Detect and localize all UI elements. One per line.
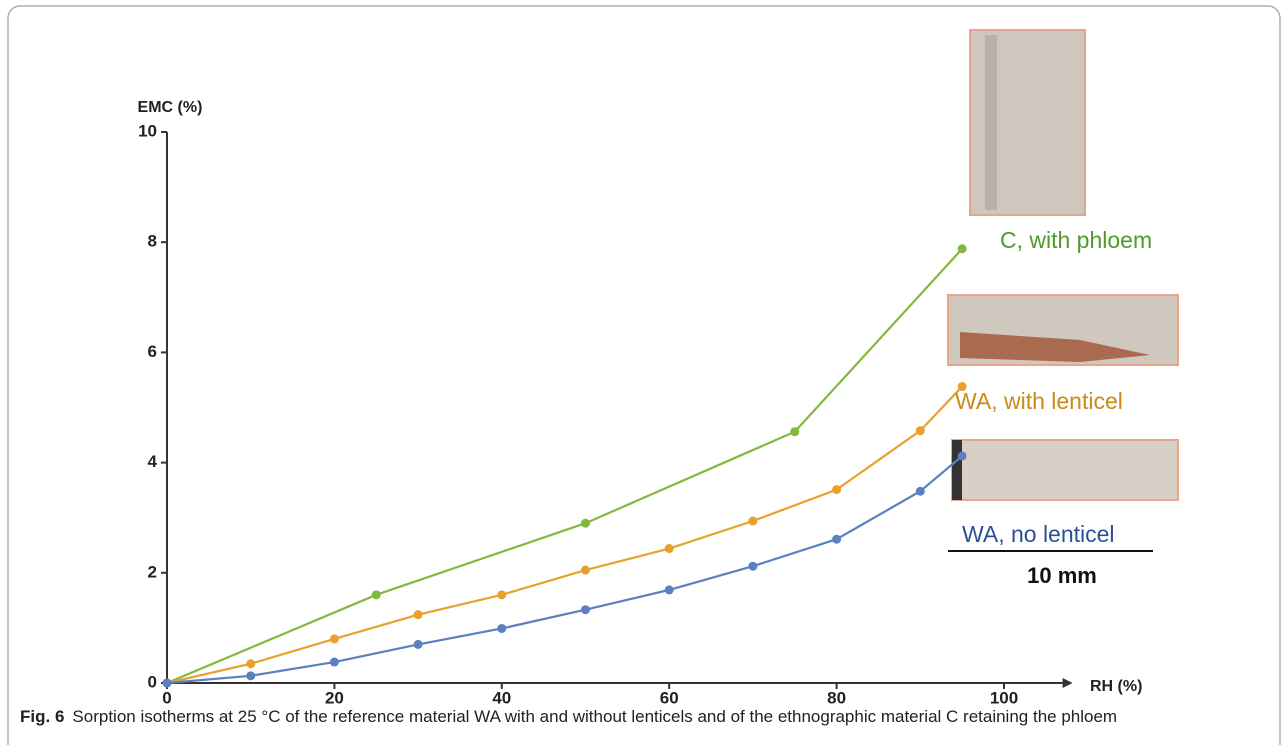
data-point: [329, 657, 339, 667]
data-point: [790, 427, 800, 437]
y-tick-label: 10: [138, 121, 157, 140]
x-axis-arrow: [1062, 678, 1073, 688]
series-label: WA, with lenticel: [955, 388, 1123, 414]
y-tick-label: 8: [148, 232, 157, 251]
data-point: [581, 518, 590, 528]
sample-photos: [947, 29, 1179, 552]
data-point: [581, 605, 590, 615]
caption-label: Fig. 6: [20, 707, 64, 726]
data-point: [581, 565, 590, 575]
data-point: [957, 244, 967, 254]
data-point: [664, 585, 674, 595]
data-point: [329, 634, 339, 644]
data-point: [748, 516, 758, 526]
data-point: [957, 451, 967, 461]
data-point: [832, 534, 842, 544]
data-point: [413, 639, 423, 649]
data-point: [915, 426, 925, 436]
y-tick-label: 2: [148, 562, 157, 581]
data-point: [162, 678, 172, 688]
y-tick-label: 6: [148, 342, 157, 361]
data-point: [748, 561, 758, 571]
series-label: WA, no lenticel: [962, 521, 1115, 547]
y-tick-label: 4: [148, 452, 158, 471]
data-point: [371, 590, 381, 600]
series-line: [166, 248, 963, 685]
series-line: [166, 455, 963, 685]
data-point: [497, 590, 507, 600]
data-point: [246, 671, 256, 681]
data-point: [664, 544, 674, 554]
scale-label: 10 mm: [1027, 563, 1097, 588]
data-point: [246, 659, 256, 669]
x-tick-label: 80: [827, 688, 846, 707]
x-axis-label: RH (%): [1090, 678, 1142, 695]
x-tick-label: 60: [660, 688, 679, 707]
x-tick-label: 100: [990, 688, 1018, 707]
x-tick-label: 40: [492, 688, 511, 707]
x-tick-label: 0: [162, 688, 171, 707]
data-point: [832, 485, 842, 495]
data-point: [413, 610, 423, 620]
frame: [7, 5, 1281, 750]
caption-text: Sorption isotherms at 25 °C of the refer…: [72, 707, 1117, 726]
caption: Fig. 6 Sorption isotherms at 25 °C of the…: [20, 707, 1117, 726]
data-point: [497, 623, 507, 633]
y-axis-label: EMC (%): [138, 99, 203, 116]
x-tick-label: 20: [325, 688, 344, 707]
data-point: [957, 382, 967, 392]
data-point: [915, 486, 925, 496]
series-label: C, with phloem: [1000, 227, 1152, 253]
y-tick-label: 0: [148, 672, 157, 691]
